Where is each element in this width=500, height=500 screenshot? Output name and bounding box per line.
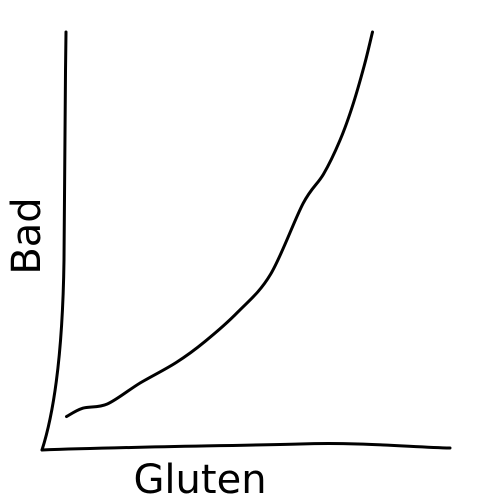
y-axis: [40, 30, 68, 452]
series-group: [65, 30, 374, 419]
series-line-0: [65, 30, 374, 419]
x-axis-label: Gluten: [133, 457, 266, 500]
y-axis-label: Bad: [4, 197, 50, 274]
axes: [40, 30, 452, 452]
x-axis: [40, 442, 452, 452]
